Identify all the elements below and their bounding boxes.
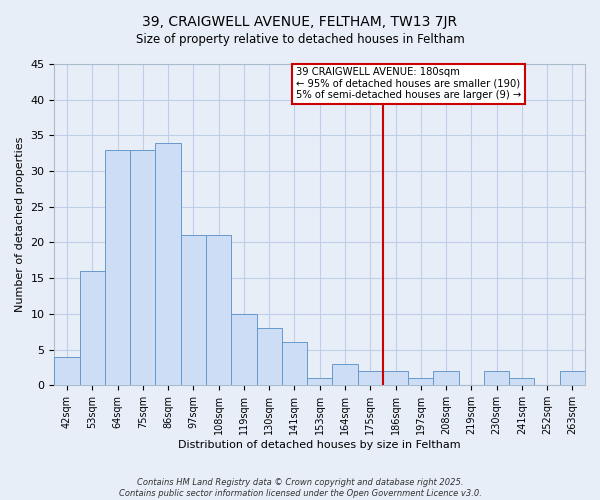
Text: 39, CRAIGWELL AVENUE, FELTHAM, TW13 7JR: 39, CRAIGWELL AVENUE, FELTHAM, TW13 7JR: [142, 15, 458, 29]
Bar: [383, 371, 408, 385]
Text: Size of property relative to detached houses in Feltham: Size of property relative to detached ho…: [136, 32, 464, 46]
Bar: [408, 378, 433, 385]
Bar: [231, 314, 257, 385]
Bar: [80, 271, 105, 385]
Bar: [307, 378, 332, 385]
Bar: [484, 371, 509, 385]
X-axis label: Distribution of detached houses by size in Feltham: Distribution of detached houses by size …: [178, 440, 461, 450]
Bar: [130, 150, 155, 385]
Text: 39 CRAIGWELL AVENUE: 180sqm
← 95% of detached houses are smaller (190)
5% of sem: 39 CRAIGWELL AVENUE: 180sqm ← 95% of det…: [296, 67, 521, 100]
Bar: [332, 364, 358, 385]
Bar: [509, 378, 535, 385]
Bar: [433, 371, 458, 385]
Bar: [206, 236, 231, 385]
Bar: [257, 328, 282, 385]
Bar: [181, 236, 206, 385]
Bar: [55, 356, 80, 385]
Text: Contains HM Land Registry data © Crown copyright and database right 2025.
Contai: Contains HM Land Registry data © Crown c…: [119, 478, 481, 498]
Bar: [560, 371, 585, 385]
Bar: [105, 150, 130, 385]
Y-axis label: Number of detached properties: Number of detached properties: [15, 137, 25, 312]
Bar: [358, 371, 383, 385]
Bar: [155, 142, 181, 385]
Bar: [282, 342, 307, 385]
